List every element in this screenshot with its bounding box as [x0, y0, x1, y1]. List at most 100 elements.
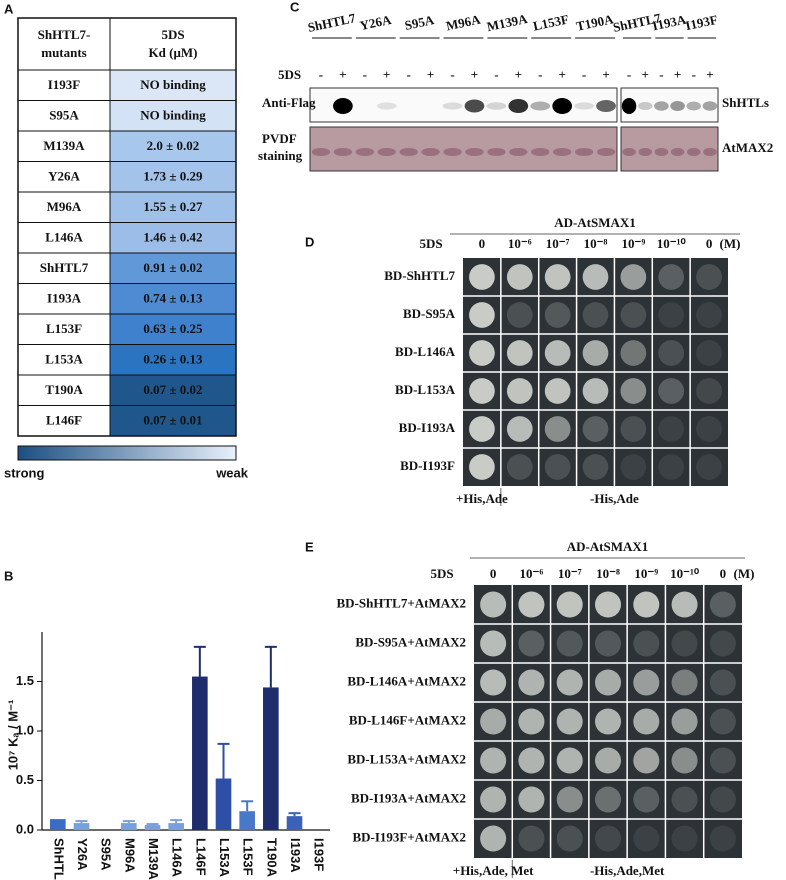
colony [544, 302, 571, 328]
colony [658, 416, 685, 442]
lane-label: Y26A [358, 12, 393, 33]
colony [709, 747, 736, 774]
medium-label: +His,Ade [456, 491, 508, 506]
colony [671, 747, 698, 774]
band [596, 100, 616, 112]
treatment-sign: + [471, 67, 478, 82]
colony [696, 378, 722, 404]
kd-cell [110, 222, 236, 253]
colony [633, 669, 660, 696]
treatment-sign: - [692, 67, 696, 82]
row-label: PVDF [262, 131, 297, 146]
colony [671, 630, 698, 657]
colony [582, 340, 609, 366]
lane-label: S95A [403, 12, 436, 33]
colony [594, 708, 622, 735]
colony [671, 786, 698, 813]
concentration: 10⁻⁹ [621, 236, 645, 251]
kd-value: 1.46 ± 0.42 [143, 230, 202, 245]
medium-label: -His,Ade [590, 491, 639, 506]
band [464, 99, 485, 113]
band [508, 99, 529, 113]
strain-label: BD-L153A [395, 382, 456, 397]
colony [620, 416, 647, 442]
concentration: 10⁻⁹ [634, 566, 658, 581]
colony [544, 264, 571, 290]
unit-label: (M) [720, 236, 741, 251]
lane-label: ShHTL7 [306, 10, 357, 35]
treatment-sign: - [363, 67, 367, 82]
band [333, 98, 353, 114]
strain-label: BD-I193A [399, 420, 456, 435]
colony [620, 264, 647, 290]
strain-label: BD-L153A+AtMAX2 [347, 751, 466, 766]
kd-value: 0.07 ± 0.01 [143, 413, 202, 428]
kd-cell [110, 344, 236, 375]
colony [556, 669, 583, 696]
mutant-name: T190A [45, 382, 83, 397]
band [621, 98, 637, 114]
mutant-name: I193A [47, 291, 82, 306]
colony [469, 264, 495, 290]
panel-label: D [305, 234, 314, 249]
colony [518, 786, 545, 813]
colony [709, 591, 736, 618]
pvdf-band [686, 148, 701, 156]
band [702, 101, 718, 111]
kd-cell [110, 192, 236, 223]
colony [696, 340, 722, 366]
kd-cell [110, 131, 236, 162]
concentration: 0 [720, 566, 727, 581]
pvdf-band [509, 148, 528, 156]
colony [709, 669, 736, 696]
colony [633, 630, 660, 657]
lane-label: T190A [575, 11, 615, 34]
strain-label: BD-L146A [395, 344, 456, 359]
kd-cell [110, 283, 236, 314]
bar [192, 676, 208, 830]
colony [633, 786, 660, 813]
table-border [17, 17, 237, 437]
bar [215, 778, 232, 830]
row-label: staining [258, 148, 303, 163]
x-tick-label: I193A [288, 838, 303, 873]
pvdf-band [355, 148, 375, 156]
colony [671, 669, 698, 696]
blot-pvdf [309, 126, 618, 172]
bar [73, 823, 90, 830]
header-text: ShHTL7- [38, 27, 91, 42]
band [637, 102, 653, 110]
x-tick-label: S95A [99, 838, 114, 871]
pvdf-band [465, 148, 484, 156]
colony [480, 630, 507, 657]
x-tick-label: Y26A [75, 838, 90, 871]
mutant-name: S95A [49, 108, 79, 123]
colony [506, 454, 533, 480]
lane-label: L153F [532, 11, 570, 33]
kd-cell [110, 405, 236, 436]
colony [671, 825, 698, 852]
band [376, 102, 397, 110]
colony [480, 747, 507, 774]
colony [480, 591, 507, 618]
pvdf-band [622, 148, 636, 156]
band [686, 101, 702, 111]
pvdf-band [443, 148, 462, 156]
colony [582, 454, 609, 480]
colony [633, 825, 660, 852]
kd-value: 0.07 ± 0.02 [143, 382, 202, 397]
bar [168, 823, 184, 830]
treatment-label: 5DS [430, 566, 453, 581]
kd-cell [110, 100, 236, 131]
colony [709, 708, 736, 735]
kd-value: 0.63 ± 0.25 [143, 321, 203, 336]
strain-label: BD-I193A+AtMAX2 [351, 790, 466, 805]
medium-label: +His,Ade, Met [453, 863, 534, 878]
kd-value: 1.73 ± 0.29 [143, 169, 203, 184]
band [552, 98, 573, 114]
colony [594, 747, 622, 774]
bar [50, 819, 66, 830]
colony [544, 378, 571, 404]
x-tick-label: M96A [122, 838, 137, 873]
mutant-name: Y26A [48, 169, 80, 184]
